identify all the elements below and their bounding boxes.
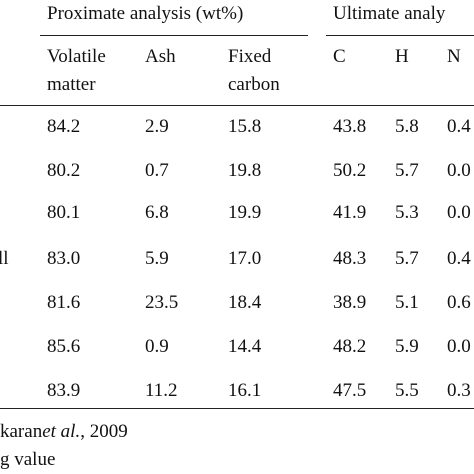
- cell: 11.2: [145, 380, 178, 401]
- bottom-rule: [0, 408, 474, 409]
- cell: 5.5: [395, 380, 419, 401]
- cell: 48.3: [333, 248, 367, 269]
- cell: 18.4: [228, 292, 262, 313]
- cell: 43.8: [333, 116, 367, 137]
- cell: 0.0: [447, 160, 471, 181]
- column-header: H: [395, 46, 409, 67]
- cell: 5.1: [395, 292, 419, 313]
- cell: 15.8: [228, 116, 262, 137]
- column-header: Volatile: [47, 46, 106, 67]
- footnote: et al.: [42, 421, 81, 442]
- column-header: Fixed: [228, 46, 272, 67]
- cell: 5.3: [395, 202, 419, 223]
- cell: 47.5: [333, 380, 367, 401]
- column-header: matter: [47, 74, 96, 95]
- footnote: karan: [0, 421, 43, 442]
- cell: 80.1: [47, 202, 81, 223]
- cell: 5.9: [145, 248, 169, 269]
- cell: 5.7: [395, 160, 419, 181]
- cell: 0.0: [447, 202, 471, 223]
- header-rule: [0, 105, 474, 106]
- cell: 48.2: [333, 336, 367, 357]
- cell: 38.9: [333, 292, 367, 313]
- cell: 83.0: [47, 248, 81, 269]
- cell: 0.0: [447, 336, 471, 357]
- cell: 23.5: [145, 292, 179, 313]
- cell: 85.6: [47, 336, 81, 357]
- cell: 17.0: [228, 248, 262, 269]
- column-header: carbon: [228, 74, 280, 95]
- cell: 0.7: [145, 160, 169, 181]
- group-header: Ultimate analy: [333, 3, 446, 24]
- cell: 19.9: [228, 202, 262, 223]
- group-rule: [40, 35, 308, 36]
- cell: 0.4: [447, 116, 471, 137]
- cell: 0.6: [447, 292, 471, 313]
- column-header: C: [333, 46, 346, 67]
- cell: 0.9: [145, 336, 169, 357]
- cell: 50.2: [333, 160, 367, 181]
- cell: 81.6: [47, 292, 81, 313]
- group-rule: [326, 35, 474, 36]
- cell: 5.7: [395, 248, 419, 269]
- cell: 6.8: [145, 202, 169, 223]
- footnote: , 2009: [80, 421, 128, 442]
- cell: 14.4: [228, 336, 262, 357]
- cell: 84.2: [47, 116, 81, 137]
- cell: 5.9: [395, 336, 419, 357]
- cell: 80.2: [47, 160, 81, 181]
- cell: 83.9: [47, 380, 81, 401]
- cell: 16.1: [228, 380, 262, 401]
- cell: 0.4: [447, 248, 471, 269]
- row-label: ll: [0, 248, 9, 269]
- cell: 2.9: [145, 116, 169, 137]
- column-header: N: [447, 46, 461, 67]
- column-header: Ash: [145, 46, 176, 67]
- group-header: Proximate analysis (wt%): [47, 3, 244, 24]
- cell: 0.3: [447, 380, 471, 401]
- cell: 19.8: [228, 160, 262, 181]
- cell: 41.9: [333, 202, 367, 223]
- cell: 5.8: [395, 116, 419, 137]
- footnote: g value: [0, 449, 56, 470]
